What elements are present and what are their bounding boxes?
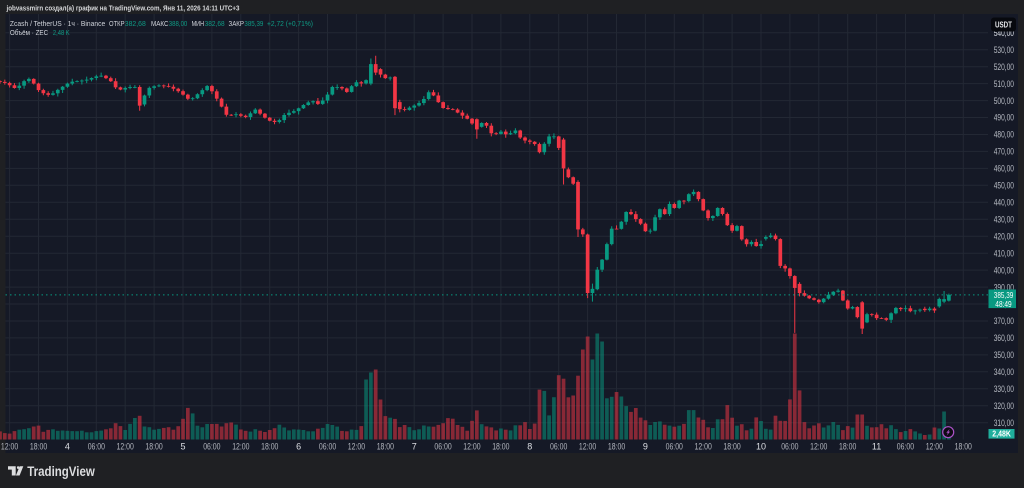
svg-text:Zcash / TetherUS · 1ч · Binanc: Zcash / TetherUS · 1ч · Binance bbox=[10, 20, 105, 28]
svg-text:530,00: 530,00 bbox=[994, 45, 1014, 55]
svg-text:18:00: 18:00 bbox=[261, 442, 278, 452]
svg-text:8: 8 bbox=[527, 442, 532, 452]
svg-text:06:00: 06:00 bbox=[897, 442, 914, 452]
svg-text:440,00: 440,00 bbox=[994, 198, 1014, 208]
svg-text:18:00: 18:00 bbox=[839, 442, 856, 452]
svg-text:18:00: 18:00 bbox=[30, 442, 47, 452]
svg-text:430,00: 430,00 bbox=[994, 214, 1014, 224]
svg-text:540,00: 540,00 bbox=[994, 28, 1014, 38]
svg-text:18:00: 18:00 bbox=[492, 442, 509, 452]
svg-text:5: 5 bbox=[180, 442, 185, 452]
svg-text:ОТКР: ОТКР bbox=[109, 20, 125, 28]
svg-text:12:00: 12:00 bbox=[1, 442, 18, 452]
svg-text:jobvassmirn создал(а) график н: jobvassmirn создал(а) график на TradingV… bbox=[6, 3, 240, 12]
svg-text:490,00: 490,00 bbox=[994, 113, 1014, 123]
svg-text:06:00: 06:00 bbox=[781, 442, 798, 452]
svg-text:18:00: 18:00 bbox=[608, 442, 625, 452]
svg-text:Объём · ZEC: Объём · ZEC bbox=[10, 29, 48, 37]
svg-text:06:00: 06:00 bbox=[88, 442, 105, 452]
svg-text:360,00: 360,00 bbox=[994, 333, 1014, 343]
svg-text:9: 9 bbox=[643, 442, 648, 452]
svg-text:12:00: 12:00 bbox=[232, 442, 249, 452]
svg-text:310,00: 310,00 bbox=[994, 418, 1014, 428]
svg-text:6: 6 bbox=[296, 442, 301, 452]
svg-text:12:00: 12:00 bbox=[926, 442, 943, 452]
svg-text:+2,72 (+0,71%): +2,72 (+0,71%) bbox=[267, 20, 313, 28]
svg-text:12:00: 12:00 bbox=[579, 442, 596, 452]
svg-text:10: 10 bbox=[756, 442, 766, 452]
svg-text:370,00: 370,00 bbox=[994, 316, 1014, 326]
svg-text:385,39: 385,39 bbox=[244, 20, 263, 28]
svg-text:11: 11 bbox=[872, 442, 881, 452]
svg-text:18:00: 18:00 bbox=[955, 442, 972, 452]
svg-text:48:49: 48:49 bbox=[995, 299, 1012, 309]
svg-text:7: 7 bbox=[412, 442, 417, 452]
svg-text:12:00: 12:00 bbox=[117, 442, 134, 452]
svg-text:340,00: 340,00 bbox=[994, 367, 1014, 377]
svg-text:12:00: 12:00 bbox=[695, 442, 712, 452]
svg-text:470,00: 470,00 bbox=[994, 147, 1014, 157]
svg-text:540,00: 540,00 bbox=[994, 28, 1014, 38]
svg-text:МИН: МИН bbox=[192, 20, 205, 28]
svg-text:382,68: 382,68 bbox=[205, 20, 225, 28]
svg-text:410,00: 410,00 bbox=[994, 248, 1014, 258]
svg-text:500,00: 500,00 bbox=[994, 96, 1014, 106]
svg-text:350,00: 350,00 bbox=[994, 350, 1014, 360]
svg-text:TradingView: TradingView bbox=[27, 463, 95, 479]
svg-text:06:00: 06:00 bbox=[203, 442, 220, 452]
svg-text:18:00: 18:00 bbox=[723, 442, 740, 452]
svg-text:18:00: 18:00 bbox=[145, 442, 162, 452]
svg-text:320,00: 320,00 bbox=[994, 401, 1014, 411]
svg-text:330,00: 330,00 bbox=[994, 384, 1014, 394]
svg-text:385,39: 385,39 bbox=[994, 290, 1014, 300]
svg-text:510,00: 510,00 bbox=[994, 79, 1014, 89]
svg-text:520,00: 520,00 bbox=[994, 62, 1014, 72]
svg-text:12:00: 12:00 bbox=[463, 442, 480, 452]
svg-text:400,00: 400,00 bbox=[994, 265, 1014, 275]
svg-text:460,00: 460,00 bbox=[994, 164, 1014, 174]
svg-text:06:00: 06:00 bbox=[666, 442, 683, 452]
svg-text:12:00: 12:00 bbox=[810, 442, 827, 452]
svg-text:480,00: 480,00 bbox=[994, 130, 1014, 140]
svg-text:450,00: 450,00 bbox=[994, 181, 1014, 191]
svg-text:06:00: 06:00 bbox=[319, 442, 336, 452]
svg-text:2,48 K: 2,48 K bbox=[53, 29, 70, 37]
svg-text:МАКС: МАКС bbox=[151, 20, 169, 28]
svg-text:06:00: 06:00 bbox=[434, 442, 451, 452]
svg-text:4: 4 bbox=[65, 442, 70, 452]
svg-text:420,00: 420,00 bbox=[994, 231, 1014, 241]
svg-text:12:00: 12:00 bbox=[348, 442, 365, 452]
svg-text:18:00: 18:00 bbox=[377, 442, 394, 452]
svg-text:390,00: 390,00 bbox=[994, 282, 1014, 292]
svg-text:2,48K: 2,48K bbox=[992, 430, 1011, 439]
svg-text:06:00: 06:00 bbox=[550, 442, 567, 452]
svg-text:ЗАКР: ЗАКР bbox=[229, 20, 245, 28]
svg-text:382,68: 382,68 bbox=[125, 20, 146, 28]
svg-text:USDT: USDT bbox=[995, 19, 1013, 29]
svg-text:388,00: 388,00 bbox=[169, 20, 188, 28]
